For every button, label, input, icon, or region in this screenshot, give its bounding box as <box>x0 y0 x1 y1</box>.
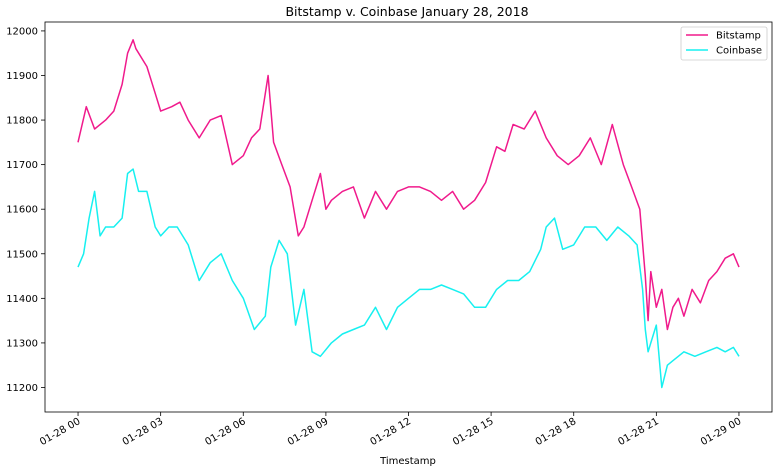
y-tick-label: 11400 <box>6 294 38 305</box>
legend-label-coinbase: Coinbase <box>716 46 762 57</box>
x-tick-label: 01-28 21 <box>616 416 660 448</box>
x-tick-label: 01-28 18 <box>534 416 578 448</box>
x-tick-label: 01-28 06 <box>203 416 247 448</box>
y-tick-label: 11800 <box>6 116 38 127</box>
x-tick-label: 01-28 12 <box>369 416 413 448</box>
x-axis: 01-28 00 01-28 03 01-28 06 01-28 09 01-28 12… <box>38 412 743 448</box>
y-tick-label: 11500 <box>6 249 38 260</box>
y-tick-label: 11200 <box>6 383 38 394</box>
y-tick-label: 12000 <box>6 26 38 37</box>
chart-title: Bitstamp v. Coinbase January 28, 2018 <box>285 4 528 19</box>
y-tick-label: 11300 <box>6 338 38 349</box>
x-tick-label: 01-28 09 <box>286 416 330 448</box>
x-tick-label: 01-28 15 <box>451 416 495 448</box>
series-line-coinbase <box>77 168 740 389</box>
y-axis: 11200 11300 11400 11500 11600 11700 11800 11900… <box>6 26 45 394</box>
y-tick-label: 11600 <box>6 205 38 216</box>
y-tick-label: 11900 <box>6 71 38 82</box>
x-tick-label: 01-28 03 <box>121 416 165 448</box>
legend-label-bitstamp: Bitstamp <box>716 31 761 42</box>
series-line-bitstamp <box>77 39 740 331</box>
legend: Bitstamp Coinbase <box>680 26 768 61</box>
y-tick-label: 11700 <box>6 160 38 171</box>
x-axis-label: Timestamp <box>379 456 436 467</box>
x-tick-label: 01-29 00 <box>699 416 743 448</box>
plot-area <box>77 39 740 389</box>
x-tick-label: 01-28 00 <box>38 416 82 448</box>
plot-frame <box>44 21 773 413</box>
